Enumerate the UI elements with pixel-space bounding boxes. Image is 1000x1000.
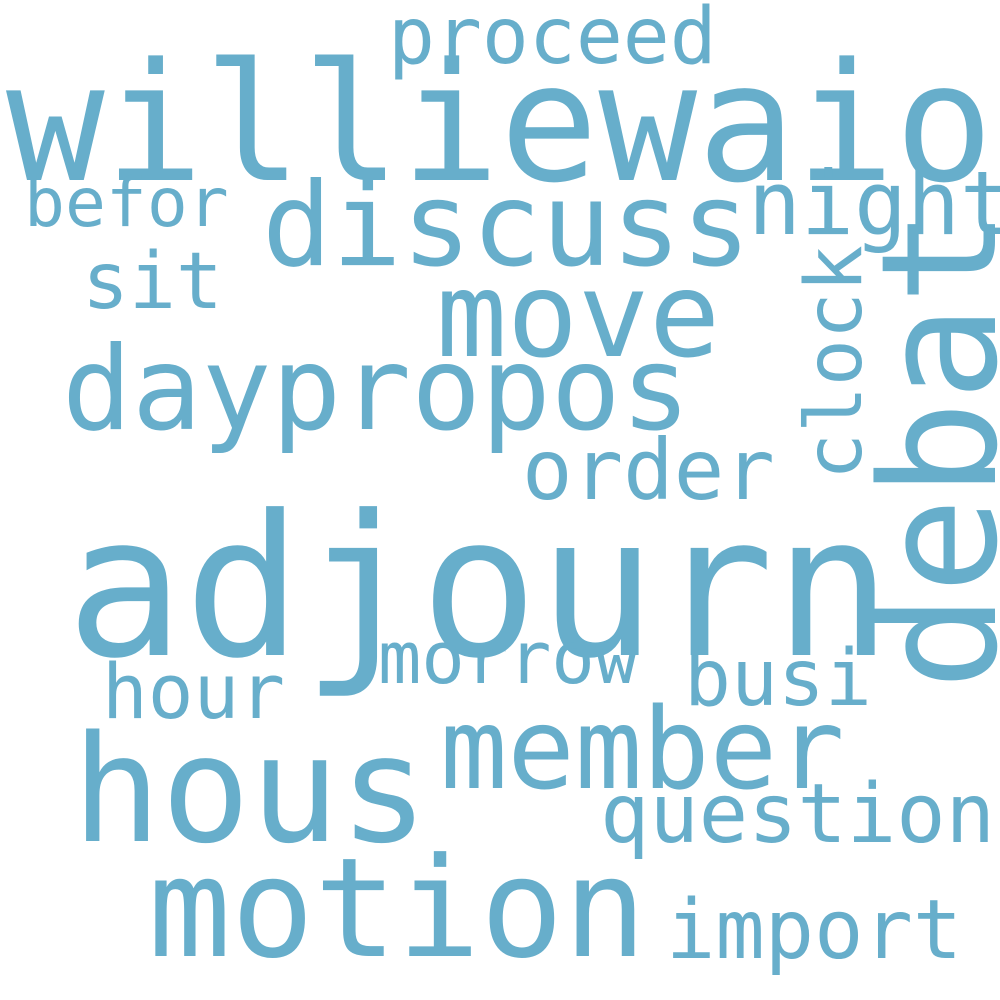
word-sit: sit <box>82 237 223 327</box>
word-order: order <box>522 421 775 519</box>
word-question: question <box>600 767 995 862</box>
word-befor: befor <box>24 164 229 243</box>
word-import: import <box>666 883 963 978</box>
word-busi: busi <box>684 634 872 724</box>
word-night: night <box>748 152 1000 255</box>
word-motion: motion <box>148 828 647 989</box>
word-daypropos: daypropos <box>62 322 691 457</box>
word-discuss: discuss <box>262 158 751 293</box>
word-member: member <box>440 685 845 815</box>
word-adjourn: adjourn <box>66 474 893 702</box>
word-williewaiola: williewaiola <box>6 28 1000 219</box>
word-proceed: proceed <box>388 0 717 82</box>
word-hour: hour <box>102 647 286 736</box>
word-hous: hous <box>72 704 429 876</box>
word-morrow: morrow <box>378 616 639 700</box>
word-move: move <box>436 246 721 384</box>
